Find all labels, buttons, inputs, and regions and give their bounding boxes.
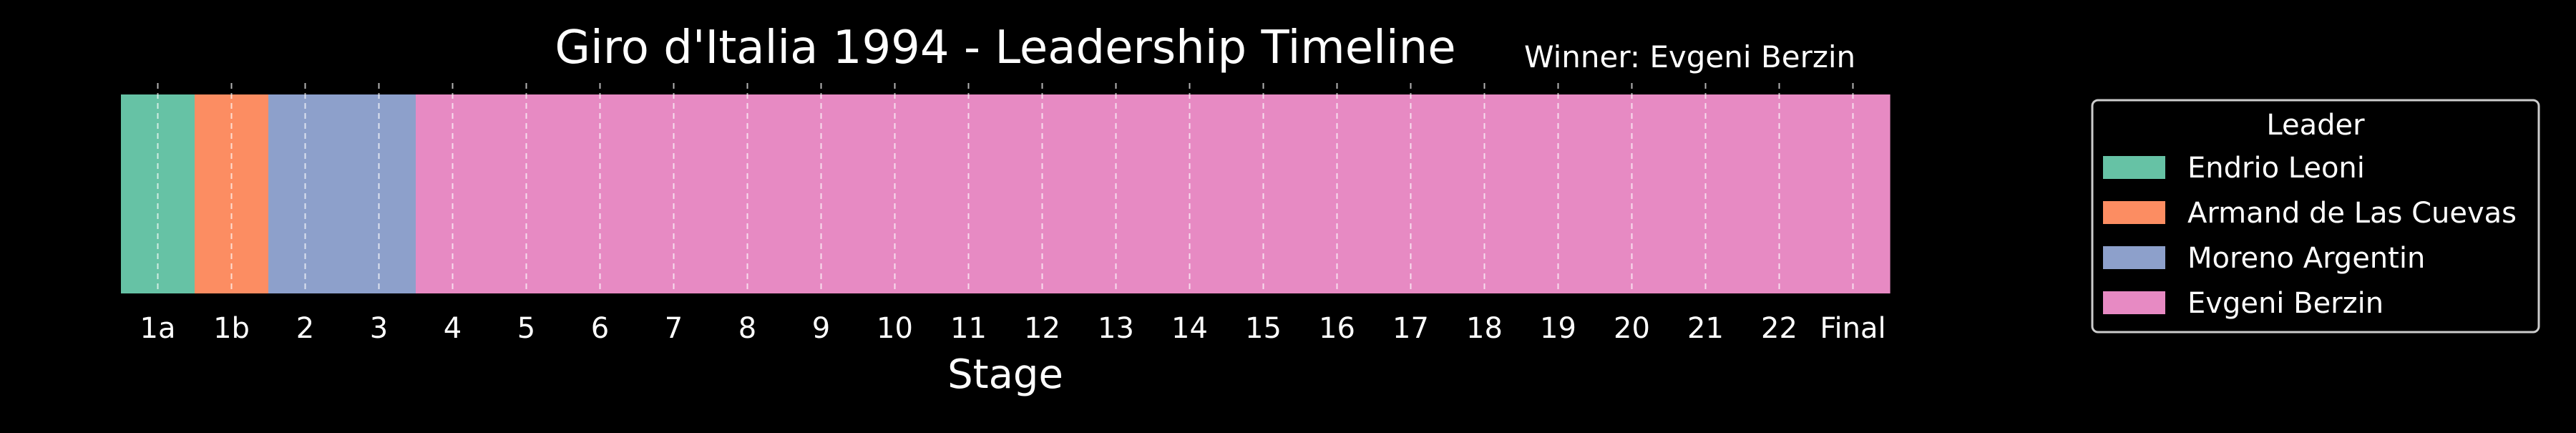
legend-label: Endrio Leoni <box>2187 152 2365 185</box>
legend-swatch <box>2103 246 2165 269</box>
x-tick-label: 14 <box>1171 312 1208 345</box>
x-tick-label: 3 <box>370 312 388 345</box>
chart-subtitle: Winner: Evgeni Berzin <box>1524 39 1855 74</box>
x-tick-label: 4 <box>444 312 462 345</box>
chart-title: Giro d'Italia 1994 - Leadership Timeline <box>555 21 1455 74</box>
x-tick-label: 21 <box>1687 312 1724 345</box>
x-tick-label: 12 <box>1024 312 1060 345</box>
x-tick-label: 20 <box>1614 312 1650 345</box>
legend-swatch <box>2103 156 2165 179</box>
x-tick-label: 5 <box>517 312 535 345</box>
x-axis-label: Stage <box>947 351 1063 398</box>
legend-swatch <box>2103 291 2165 314</box>
legend-label: Armand de Las Cuevas <box>2187 197 2517 230</box>
x-tick-label: 19 <box>1540 312 1576 345</box>
x-ticks-layer: 1a 1b 2 3 4 5 6 7 8 9 10 11 12 13 14 15 16 17 18 19 20 21 22 Fi… <box>140 312 1886 345</box>
x-tick-label: 2 <box>296 312 314 345</box>
x-tick-label: 8 <box>738 312 756 345</box>
x-tick-label: 10 <box>877 312 913 345</box>
legend: Leader Endrio Leoni Armand de Las Cuevas M… <box>2091 99 2540 334</box>
x-tick-label: 18 <box>1466 312 1503 345</box>
x-tick-label: 17 <box>1392 312 1429 345</box>
x-tick-label: 7 <box>665 312 683 345</box>
legend-label: Evgeni Berzin <box>2187 287 2384 320</box>
x-tick-label: 15 <box>1245 312 1282 345</box>
x-tick-label: Final <box>1820 312 1885 345</box>
legend-label: Moreno Argentin <box>2187 242 2425 275</box>
grid-layer <box>157 83 1854 293</box>
x-tick-label: 16 <box>1319 312 1355 345</box>
x-tick-label: 13 <box>1098 312 1134 345</box>
x-tick-label: 9 <box>812 312 830 345</box>
x-tick-label: 1b <box>213 312 250 345</box>
x-tick-label: 11 <box>950 312 987 345</box>
x-tick-label: 6 <box>591 312 609 345</box>
legend-swatch <box>2103 201 2165 224</box>
legend-title: Leader <box>2266 109 2365 142</box>
x-tick-label: 1a <box>140 312 176 345</box>
x-tick-label: 22 <box>1761 312 1797 345</box>
bars-layer <box>121 94 1890 293</box>
legend-frame <box>2091 99 2540 334</box>
